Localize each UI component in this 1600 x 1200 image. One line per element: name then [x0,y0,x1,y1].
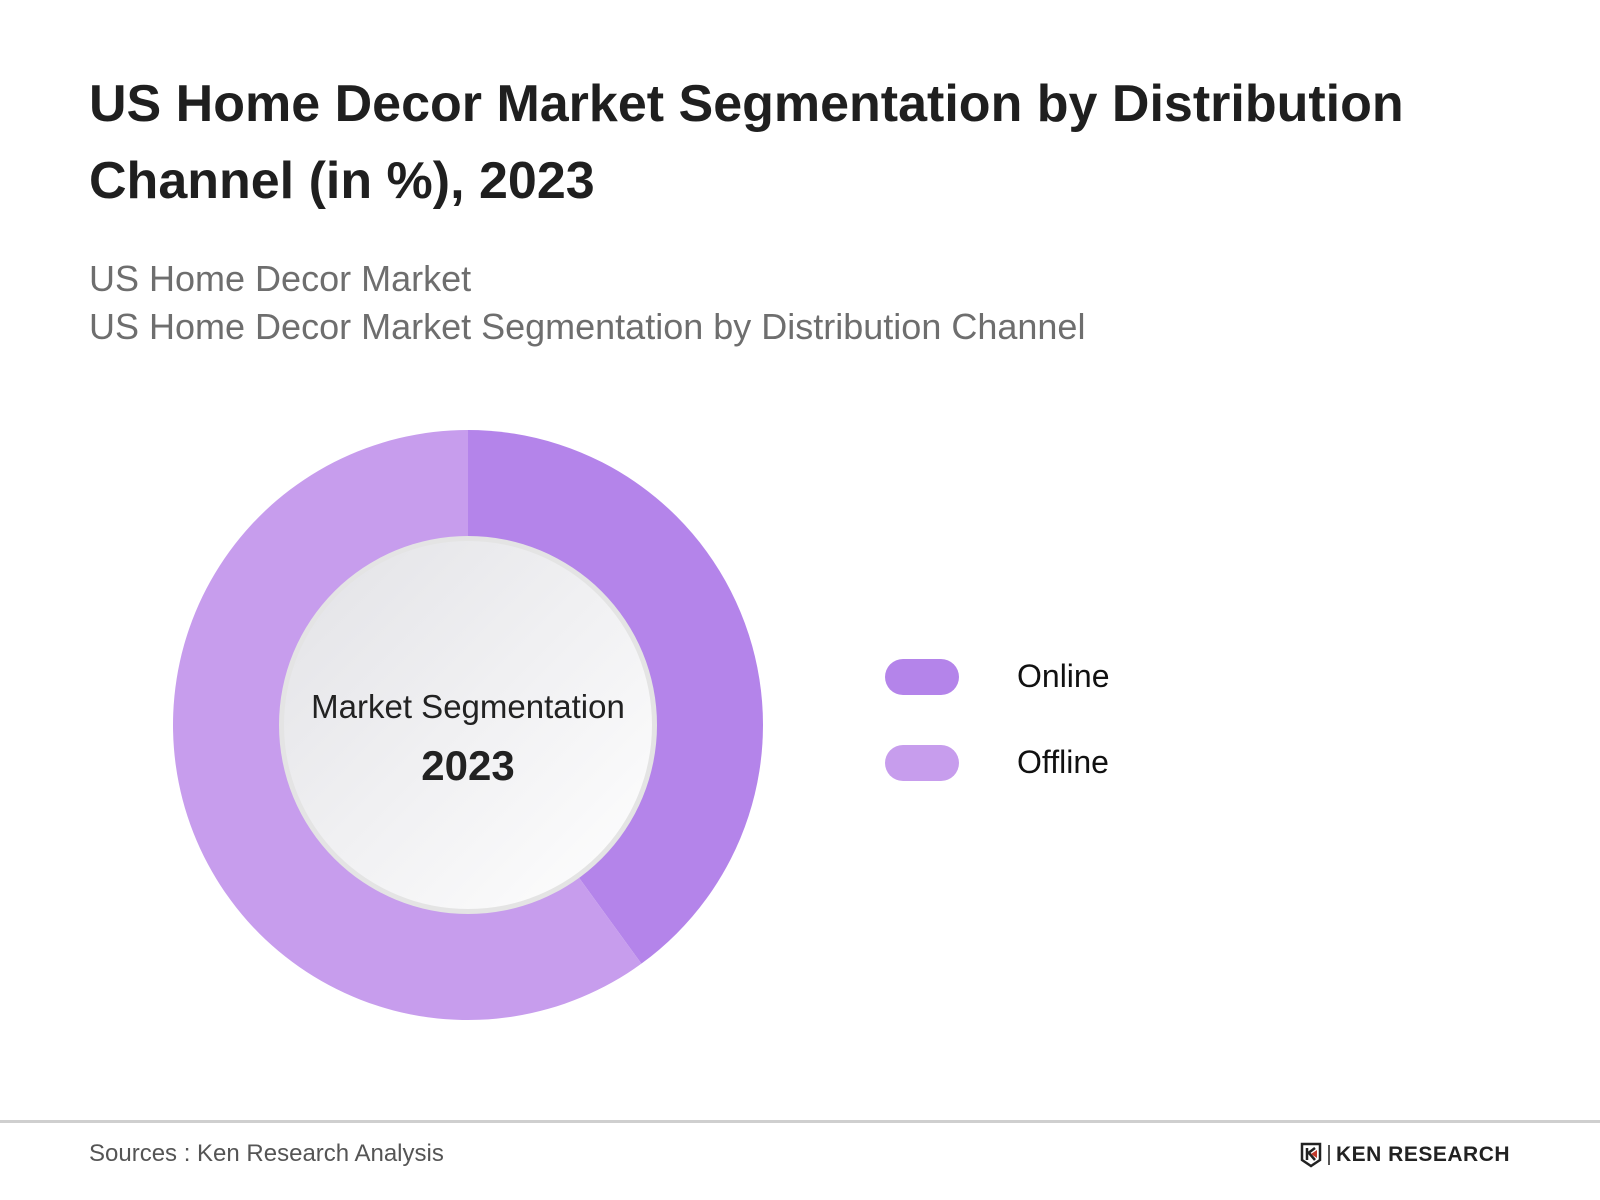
center-disc [284,541,652,909]
center-year: 2023 [421,742,514,789]
legend-label-offline: Offline [1017,744,1109,780]
ken-research-logo: KEN RESEARCH [1300,1142,1510,1168]
center-label: Market Segmentation [311,688,625,725]
footer-divider [0,1120,1600,1123]
source-note: Sources : Ken Research Analysis [89,1140,444,1167]
logo-text: KEN RESEARCH [1328,1144,1510,1165]
subtitle-market: US Home Decor Market [89,258,472,299]
ken-logo-icon [1300,1142,1322,1168]
legend-item-online: Online [885,658,1110,695]
chart-title: US Home Decor Market Segmentation by Dis… [89,75,1404,210]
subtitle-segmentation: US Home Decor Market Segmentation by Dis… [89,306,1086,347]
legend-item-offline: Offline [885,744,1109,781]
legend-swatch-online [885,658,959,695]
legend-swatch-offline [885,744,959,781]
legend-label-online: Online [1017,658,1110,694]
